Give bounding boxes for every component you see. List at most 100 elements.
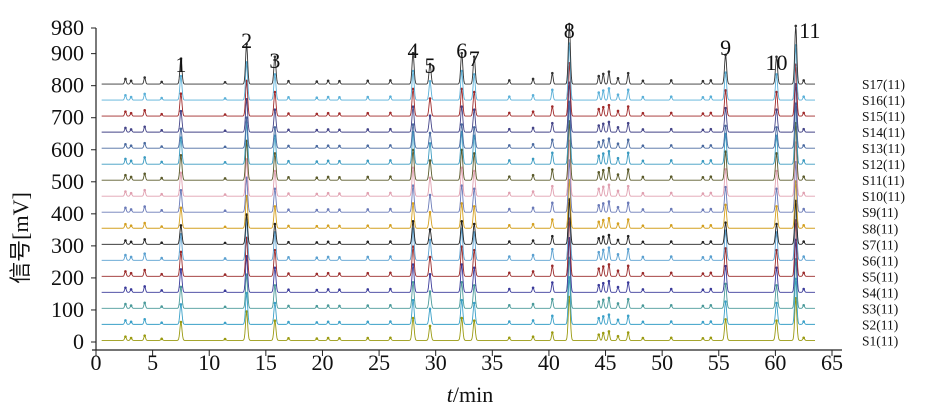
peak-marker — [460, 263, 464, 266]
peak-marker — [223, 321, 227, 325]
peak-marker — [411, 298, 415, 302]
x-tick-label: 25 — [368, 350, 390, 375]
peak-marker — [338, 112, 341, 115]
peak-marker — [551, 71, 554, 75]
peak-marker — [551, 264, 554, 268]
peak-marker — [287, 224, 290, 228]
peak-marker — [551, 151, 554, 155]
peak-marker — [472, 126, 476, 129]
sample-label: S15(11) — [862, 109, 905, 124]
peak-marker — [551, 281, 554, 284]
peak-marker — [551, 184, 554, 188]
peak-marker — [124, 77, 127, 81]
peak-marker — [802, 191, 805, 195]
peak-marker — [802, 144, 805, 147]
x-tick-label: 35 — [481, 350, 503, 375]
peak-marker — [531, 270, 535, 273]
peak-marker — [338, 176, 341, 179]
trace-line — [101, 24, 816, 85]
peak-marker — [366, 144, 370, 147]
sample-label: S3(11) — [862, 301, 898, 316]
peak-marker — [701, 159, 705, 163]
y-tick-label: 400 — [51, 201, 84, 226]
peak-marker — [507, 336, 511, 340]
peak-marker — [802, 240, 805, 243]
peak-marker — [129, 111, 133, 115]
peak-marker — [669, 159, 673, 162]
peak-marker — [601, 89, 605, 92]
peak-marker — [709, 144, 713, 147]
peak-marker — [507, 144, 511, 147]
peak-marker — [531, 319, 535, 322]
x-tick-label: 50 — [651, 350, 673, 375]
trace-line — [101, 141, 816, 197]
peak-marker — [607, 217, 611, 220]
peak-marker — [366, 79, 370, 83]
peak-marker — [124, 206, 127, 210]
peak-marker — [460, 123, 464, 126]
y-axis-title: 信号[mV] — [8, 192, 33, 284]
peak-marker — [626, 184, 630, 188]
peak-marker — [669, 336, 673, 340]
peak-marker — [616, 269, 620, 273]
peak-marker — [129, 336, 133, 340]
peak-marker — [597, 107, 601, 111]
peak-label: 4 — [408, 38, 419, 63]
peak-marker — [273, 73, 277, 76]
peak-marker — [389, 240, 392, 243]
peak-marker — [160, 209, 163, 212]
peak-marker — [551, 331, 554, 334]
peak-marker — [701, 240, 705, 244]
x-axis-title-unit: /min — [453, 382, 493, 407]
peak-marker — [641, 95, 645, 99]
peak-marker — [626, 247, 630, 251]
peak-marker — [507, 320, 511, 323]
sample-label: S16(11) — [862, 93, 905, 108]
peak-marker — [326, 224, 330, 227]
peak-marker — [160, 321, 163, 324]
peak-marker — [338, 79, 341, 83]
peak-marker — [641, 336, 645, 340]
peak-marker — [143, 252, 146, 255]
peak-marker — [160, 225, 163, 228]
peak-marker — [709, 224, 713, 227]
peak-marker — [143, 109, 146, 112]
peak-marker — [245, 194, 248, 198]
y-tick-label: 100 — [51, 297, 84, 322]
peak-marker — [641, 240, 645, 244]
peak-marker — [616, 109, 620, 113]
peak-marker — [701, 79, 705, 83]
trace-line — [101, 238, 816, 293]
peak-marker — [507, 127, 511, 131]
peak-marker — [160, 176, 163, 180]
peak-marker — [338, 240, 341, 244]
peak-marker — [472, 55, 476, 59]
peak-marker — [389, 207, 392, 211]
peak-marker — [709, 207, 713, 211]
peak-marker — [428, 324, 432, 328]
peak-marker — [531, 206, 535, 210]
peak-marker — [389, 271, 392, 275]
peak-marker — [775, 319, 778, 322]
peak-marker — [626, 264, 630, 268]
sample-label: S9(11) — [862, 205, 898, 220]
peak-marker — [428, 210, 432, 214]
peak-marker — [507, 303, 511, 307]
peak-marker — [273, 301, 277, 305]
peak-marker — [641, 175, 645, 179]
peak-marker — [428, 62, 432, 66]
peak-marker — [389, 287, 392, 291]
peak-marker — [389, 303, 392, 307]
peak-marker — [411, 184, 415, 187]
peak-marker — [531, 77, 535, 81]
peak-marker — [472, 187, 476, 191]
peak-marker — [124, 253, 127, 257]
peak-marker — [641, 144, 645, 147]
x-tick-label: 65 — [821, 350, 843, 375]
peak-marker — [338, 159, 341, 163]
peak-marker — [338, 304, 341, 308]
peak-marker — [223, 113, 227, 116]
peak-marker — [273, 284, 277, 287]
sample-label: S5(11) — [862, 269, 898, 284]
peak-marker — [326, 95, 330, 99]
